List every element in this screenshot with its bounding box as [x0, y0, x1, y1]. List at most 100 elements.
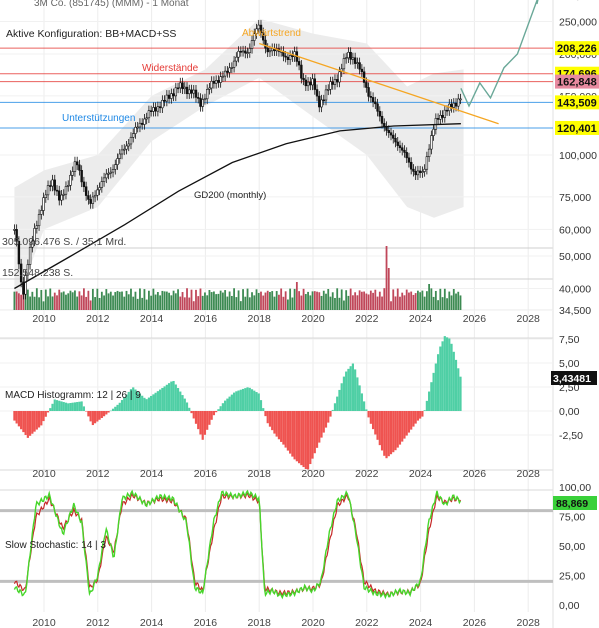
macd-bar [217, 409, 220, 411]
macd-bar [419, 411, 422, 419]
macd-bar [147, 397, 151, 411]
volume-bar [109, 291, 112, 310]
candle-body [100, 181, 104, 188]
candle-body [132, 133, 135, 138]
price-y-tick: 100,000 [559, 150, 597, 162]
macd-bar [174, 384, 177, 411]
volume-bar [208, 290, 211, 310]
volume-bar [217, 293, 220, 310]
volume-bar [304, 294, 307, 310]
candle-body [376, 103, 379, 112]
bollinger-band [14, 18, 464, 308]
x-tick-stoch: 2026 [463, 617, 487, 628]
candle-body [405, 152, 408, 159]
volume-bar [266, 290, 269, 310]
macd-bar [230, 394, 233, 411]
volume-bar [215, 294, 218, 310]
candle-body [367, 87, 370, 97]
macd-title: MACD Histogramm: 12 | 26 | 9 [5, 390, 141, 401]
volume-bar [190, 289, 193, 310]
macd-bar [329, 411, 332, 417]
x-tick-macd: 2012 [86, 468, 110, 480]
macd-bar [170, 381, 173, 411]
volume-bar [313, 291, 316, 310]
x-tick-macd: 2024 [409, 468, 433, 480]
volume-bar [264, 292, 267, 310]
macd-bar [239, 389, 242, 411]
candle-body [134, 126, 137, 134]
candle-body [15, 229, 18, 242]
macd-bar [31, 411, 34, 434]
macd-bar [138, 393, 142, 411]
candle-body [398, 145, 402, 149]
candle-body [33, 228, 36, 242]
macd-bar [407, 411, 411, 433]
volume-bar [251, 292, 253, 310]
candle-body [353, 57, 357, 64]
macd-bar [183, 398, 186, 411]
volume-bar [213, 291, 215, 310]
volume-bar [457, 291, 460, 310]
volume-bar [134, 291, 137, 310]
candle-body [356, 62, 359, 64]
volume-bar [322, 290, 325, 310]
volume-bar [143, 289, 146, 310]
macd-bar [35, 411, 38, 430]
candle-body [297, 61, 301, 66]
x-tick-macd: 2016 [194, 468, 218, 480]
volume-bar [71, 292, 74, 310]
macd-bar [448, 338, 451, 411]
volume-bar [316, 291, 318, 310]
candle-body [62, 193, 65, 196]
candle-body [40, 210, 43, 215]
volume-bar [226, 296, 229, 310]
macd-bar [271, 411, 274, 431]
macd-bar [201, 411, 204, 440]
volume-bar [210, 292, 213, 310]
volume-bar [116, 290, 119, 310]
volume-bar [282, 296, 285, 310]
macd-bar [262, 408, 265, 411]
macd-bar [203, 411, 207, 435]
candle-body [309, 81, 312, 86]
axes: 2010 2012 2014 2016 2018 2020 2022 2024 2026 2028… [32, 0, 597, 628]
volume-bar [221, 292, 224, 310]
volume-bar [58, 289, 61, 310]
candle-body [230, 67, 234, 69]
volume-bar [343, 300, 345, 310]
macd-bar [206, 411, 209, 430]
macd-bar [246, 387, 249, 411]
macd-bar [208, 411, 211, 425]
volume-bar [378, 291, 381, 310]
macd-bar [188, 407, 191, 411]
volume-bar [300, 295, 303, 310]
candle-body [244, 50, 247, 54]
x-tick-macd: 2022 [355, 468, 379, 480]
macd-bar [210, 411, 213, 420]
candle-body [98, 187, 101, 191]
candle-body [208, 87, 211, 90]
volume-bar [289, 288, 292, 310]
volume-bar [74, 290, 76, 310]
candle-body [304, 79, 308, 87]
macd-bar [430, 382, 433, 411]
volume-bar [132, 296, 135, 310]
volume-bar [177, 289, 179, 310]
candle-body [333, 79, 337, 85]
candle-body [291, 55, 294, 57]
candle-body [60, 194, 63, 201]
macd-bar [277, 411, 281, 440]
candle-body [214, 80, 218, 84]
macd-bar [179, 391, 182, 411]
macd-bar [383, 411, 386, 456]
macd-bar [29, 411, 32, 436]
candle-body [136, 126, 139, 129]
candle-body [253, 33, 256, 41]
macd-bar [94, 411, 97, 424]
candle-body [71, 171, 74, 176]
volume-bar [448, 291, 451, 310]
macd-bar [224, 400, 227, 411]
volume-bar [96, 288, 99, 310]
volume-bar [49, 288, 52, 310]
candle-body [69, 174, 72, 186]
